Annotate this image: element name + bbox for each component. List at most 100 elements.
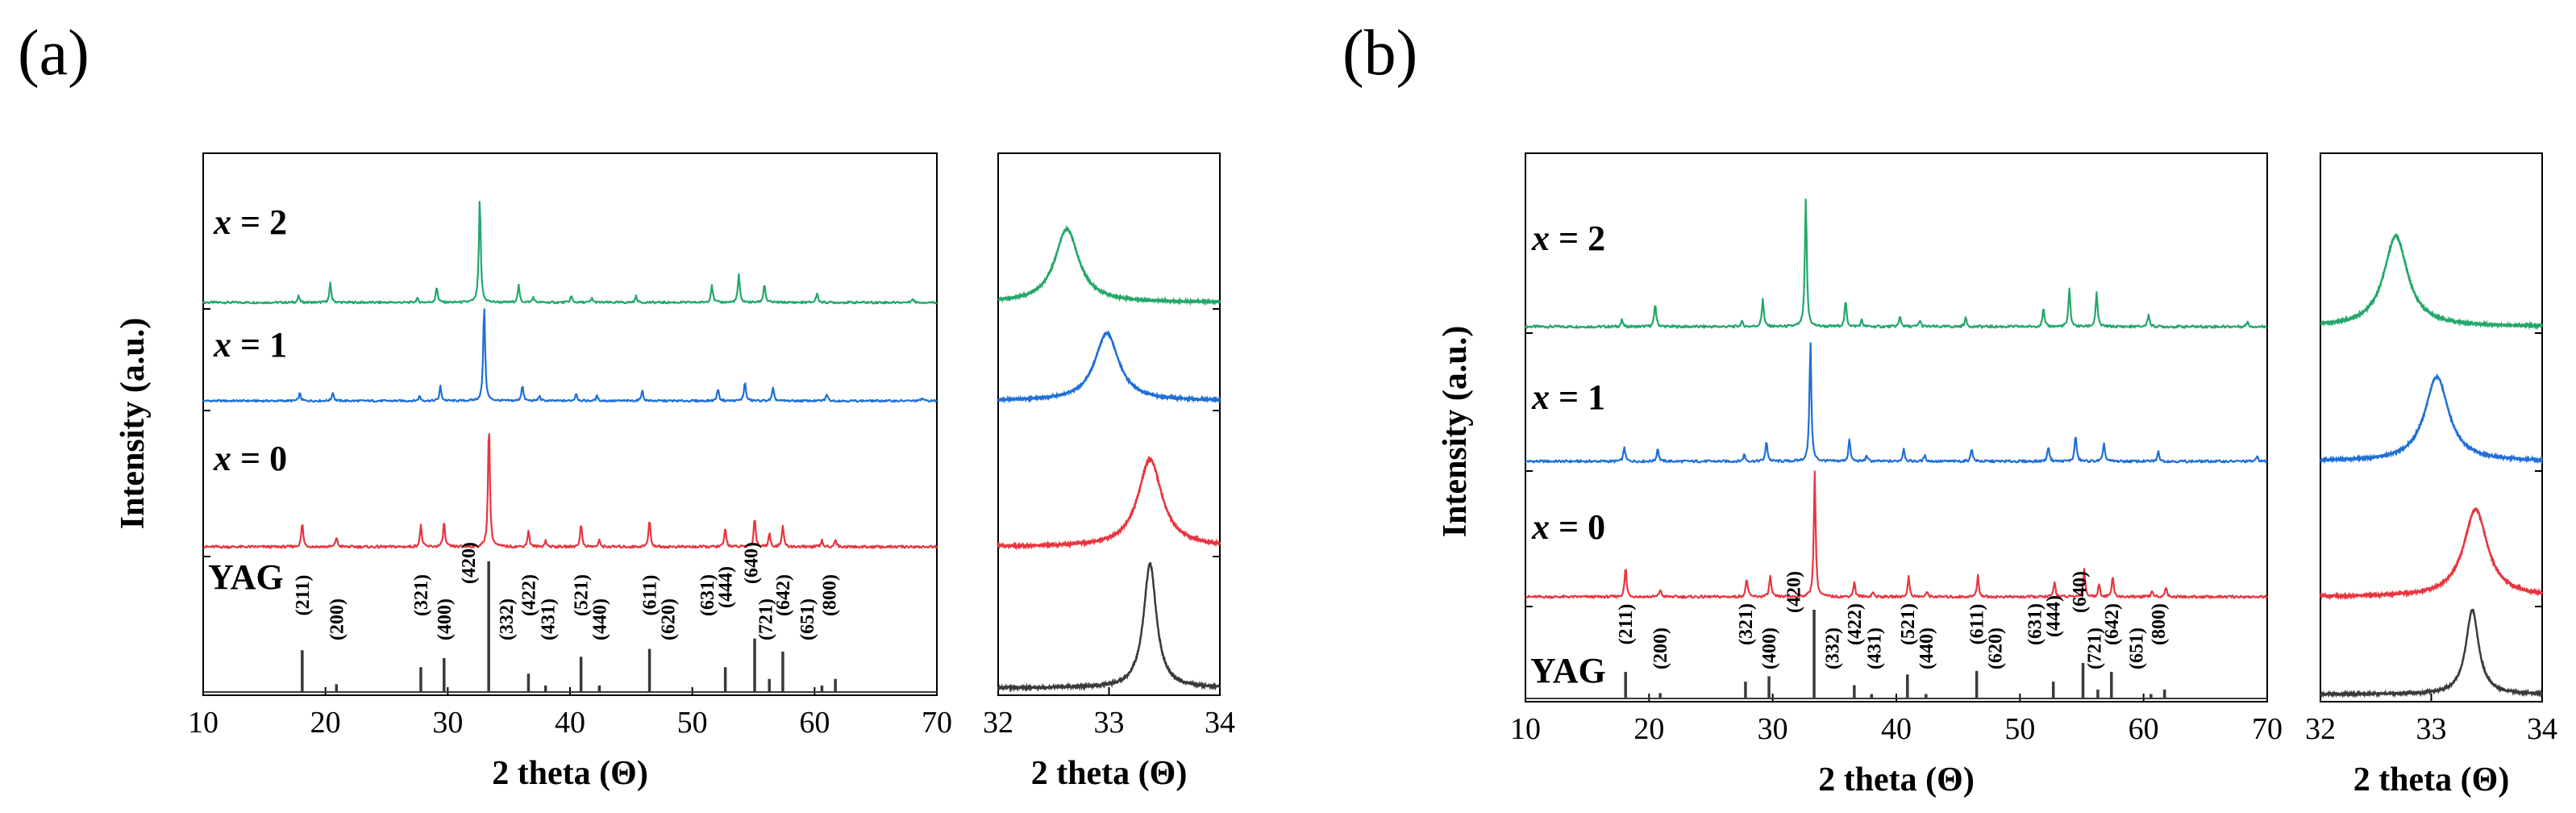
series-label-x-0: x = 0: [1531, 507, 1605, 547]
zoom-x-tick-label: 33: [1094, 706, 1125, 740]
series-label-value: = 1: [231, 325, 287, 365]
hkl-label: (400): [1759, 627, 1780, 669]
x-axis-title: 2 theta (Θ): [1818, 761, 1975, 798]
yag-label: YAG: [208, 557, 284, 597]
hkl-label: (420): [1784, 571, 1805, 613]
yag-reference: [1525, 610, 2267, 699]
yag-reference: [203, 561, 937, 693]
panel-label-b: (b): [1342, 18, 1417, 89]
hkl-label: (800): [2149, 603, 2170, 645]
hkl-label: (651): [2126, 627, 2147, 669]
x-tick-label: 60: [2129, 712, 2159, 746]
zoom-x-axis-title: 2 theta (Θ): [2353, 761, 2510, 798]
zoom-yag-line: [997, 561, 1221, 693]
y-axis-title: Intensity (a.u.): [114, 318, 152, 530]
yag-label: YAG: [1530, 651, 1606, 690]
hkl-label: (642): [2102, 603, 2123, 645]
series-label-x-2: x = 2: [213, 202, 287, 242]
zoom-x-tick-label: 32: [2305, 712, 2336, 746]
series-label-var: x: [1531, 507, 1550, 547]
y-axis-title: Intensity (a.u.): [1437, 326, 1474, 538]
series-label-x-0: x = 0: [213, 439, 287, 478]
hkl-label: (721): [756, 598, 777, 640]
series-label-var: x: [213, 202, 231, 242]
x-tick-label: 30: [1758, 712, 1788, 746]
hkl-label: (620): [658, 598, 679, 640]
series-label-value: = 0: [231, 439, 287, 478]
series-label-var: x: [1531, 377, 1550, 417]
zoom-yag-line: [2319, 608, 2543, 698]
zoom-series-line-x-1: [997, 329, 1221, 404]
zoom-series-line-x-2: [997, 224, 1221, 306]
hkl-label: (332): [497, 598, 518, 640]
series-label-x-1: x = 1: [213, 325, 287, 365]
series-label-value: = 1: [1550, 377, 1605, 417]
zoom-x-tick-label: 33: [2416, 712, 2447, 746]
hkl-label: (620): [1986, 627, 2007, 669]
x-tick-label: 70: [922, 706, 952, 740]
x-tick-label: 30: [432, 706, 463, 740]
hkl-label: (631): [697, 574, 718, 616]
x-tick-label: 40: [555, 706, 585, 740]
hkl-label: (420): [459, 542, 480, 584]
hkl-label: (521): [1898, 603, 1919, 645]
hkl-label: (721): [2084, 627, 2105, 669]
x-tick-label: 10: [1510, 712, 1541, 746]
zoom-series-line-x-0: [997, 456, 1221, 551]
hkl-label: (200): [327, 598, 347, 640]
hkl-label: (611): [640, 575, 661, 616]
hkl-label: (422): [518, 574, 539, 616]
hkl-label: (431): [1864, 627, 1885, 669]
series-label-var: x: [1531, 219, 1550, 258]
series-label-value: = 2: [1550, 219, 1605, 258]
hkl-label: (444): [2044, 595, 2065, 637]
hkl-label: (651): [797, 598, 818, 640]
zoom-plot-frame: [2320, 152, 2543, 703]
hkl-label: (640): [741, 542, 762, 584]
hkl-label: (431): [539, 598, 560, 640]
x-tick-label: 20: [1633, 712, 1664, 746]
x-tick-label: 50: [2004, 712, 2035, 746]
zoom-series-line-x-0: [2320, 507, 2544, 601]
zoom-series-line-x-1: [2320, 373, 2544, 465]
x-tick-label: 20: [310, 706, 341, 740]
series-label-value: = 0: [1550, 507, 1605, 547]
x-axis-title: 2 theta (Θ): [492, 755, 648, 792]
x-tick-label: 70: [2252, 712, 2283, 746]
series-label-var: x: [213, 325, 231, 365]
x-tick-label: 10: [188, 706, 218, 740]
zoom-plot-frame: [997, 152, 1221, 696]
hkl-label: (631): [2025, 603, 2046, 645]
hkl-label: (400): [435, 598, 456, 640]
series-label-x-2: x = 2: [1531, 219, 1605, 258]
zoom-series-line-x-2: [2320, 232, 2543, 331]
hkl-label: (640): [2070, 571, 2091, 613]
series-line-x-2: [1524, 198, 2268, 329]
hkl-label: (200): [1650, 627, 1671, 669]
zoom-x-tick-label: 32: [983, 706, 1013, 740]
series-label-value: = 2: [231, 202, 287, 242]
hkl-label: (440): [1916, 627, 1937, 669]
hkl-label: (211): [293, 575, 314, 616]
zoom-x-axis-title: 2 theta (Θ): [1031, 755, 1188, 792]
hkl-label: (642): [773, 574, 794, 616]
series-label-var: x: [213, 439, 231, 478]
panel-a: Intensity (a.u.) 10 20 30 40 50 60 70 2 theta (Θ…: [114, 152, 1235, 792]
x-tick-label: 50: [677, 706, 708, 740]
hkl-label: (332): [1822, 627, 1843, 669]
hkl-label: (444): [716, 566, 737, 608]
hkl-label: (321): [1736, 603, 1757, 645]
hkl-label: (800): [820, 574, 841, 616]
series-line-x-1: [1525, 342, 2268, 464]
hkl-label: (422): [1845, 603, 1866, 645]
hkl-label: (611): [1967, 604, 1988, 645]
zoom-x-tick-label: 34: [2527, 712, 2557, 746]
series-line-x-0: [202, 432, 938, 549]
series-line-x-2: [202, 201, 938, 305]
hkl-label: (211): [1616, 604, 1637, 645]
x-tick-label: 40: [1881, 712, 1912, 746]
series-label-x-1: x = 1: [1531, 377, 1605, 417]
hkl-label: (521): [572, 574, 593, 616]
hkl-label: (440): [589, 598, 610, 640]
